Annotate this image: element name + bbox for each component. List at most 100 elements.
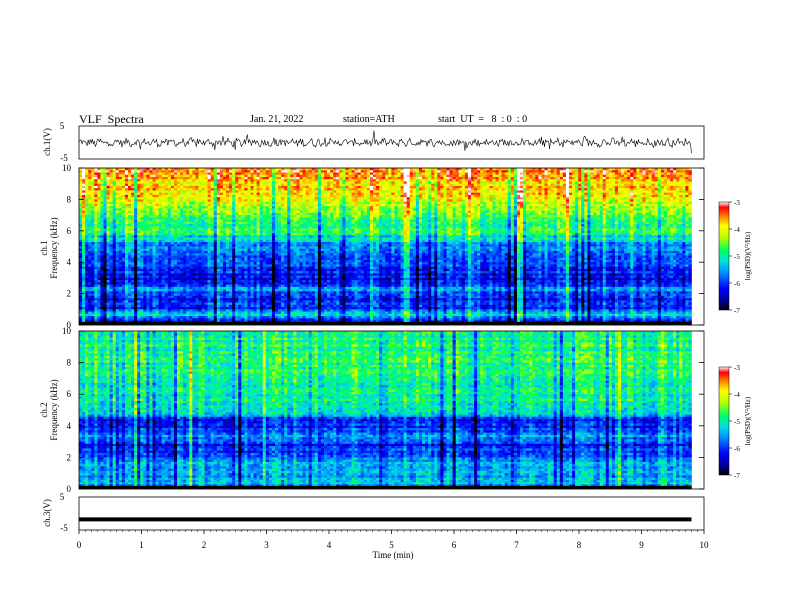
spectrogram-cell	[349, 215, 352, 218]
spectrogram-cell	[474, 197, 477, 200]
spectrogram-cell	[578, 188, 581, 191]
spectrogram-cell	[554, 172, 557, 175]
spectrogram-cell	[508, 172, 511, 175]
spectrogram-cell	[443, 202, 446, 205]
spectrogram-cell	[428, 188, 431, 191]
spectrogram-cell	[398, 222, 401, 225]
spectrogram-cell	[309, 199, 312, 202]
spectrogram-cell	[437, 175, 440, 178]
spectrogram-cell	[474, 177, 477, 180]
spectrogram-cell	[587, 204, 590, 207]
spectrogram-cell	[434, 204, 437, 207]
spectrogram-cell	[119, 186, 122, 189]
spectrogram-cell	[529, 177, 532, 180]
spectrogram-cell	[281, 179, 284, 182]
spectrogram-cell	[342, 211, 345, 214]
spectrogram-cell	[266, 206, 269, 209]
spectrogram-cell	[177, 177, 180, 180]
spectrogram-cell	[437, 213, 440, 216]
spectrogram-cell	[655, 181, 658, 184]
spectrogram-cell	[116, 188, 119, 191]
spectrogram-cell	[174, 202, 177, 205]
spectrogram-cell	[321, 199, 324, 202]
spectrogram-cell	[554, 195, 557, 198]
spectrogram-cell	[171, 188, 174, 191]
spectrogram-cell	[180, 211, 183, 214]
spectrogram-cell	[615, 197, 618, 200]
spectrogram-cell	[597, 204, 600, 207]
spectrogram-cell	[606, 193, 609, 196]
spectrogram-cell	[557, 204, 560, 207]
spectrogram-cell	[146, 170, 149, 173]
spectrogram-cell	[247, 175, 250, 178]
spectrogram-cell	[643, 197, 646, 200]
spectrogram-cell	[110, 220, 113, 223]
spectrogram-cell	[88, 181, 91, 184]
ch1-waveform-ylabel: ch.1(V)	[42, 128, 52, 156]
spectrogram-cell	[275, 181, 278, 184]
spectrogram-cell	[303, 215, 306, 218]
spectrogram-cell	[223, 177, 226, 180]
spectrogram-cell	[437, 195, 440, 198]
spectrogram-cell	[471, 190, 474, 193]
spectrogram-cell	[186, 197, 189, 200]
spectrogram-cell	[345, 197, 348, 200]
spectrogram-cell	[131, 177, 134, 180]
spectrogram-cell	[330, 202, 333, 205]
spectrogram-cell	[459, 193, 462, 196]
spectrogram-cell	[621, 170, 624, 173]
spectrogram-cell	[505, 193, 508, 196]
spectrogram-cell	[376, 199, 379, 202]
spectrogram-cell	[287, 202, 290, 205]
spectrogram-cell	[379, 179, 382, 182]
spectrogram-cell	[364, 170, 367, 173]
spectrogram-cell	[220, 220, 223, 223]
spectrogram-cell	[260, 211, 263, 214]
spectrogram-cell	[578, 186, 581, 189]
spectrogram-cell	[416, 175, 419, 178]
spectrogram-cell	[153, 197, 156, 200]
spectrogram-cell	[330, 193, 333, 196]
spectrogram-cell	[247, 222, 250, 225]
spectrogram-cell	[183, 172, 186, 175]
spectrogram-cell	[422, 186, 425, 189]
spectrogram-cell	[159, 188, 162, 191]
spectrogram-cell	[251, 220, 254, 223]
spectrogram-cell	[238, 175, 241, 178]
spectrogram-cell	[171, 179, 174, 182]
spectrogram-cell	[541, 213, 544, 216]
spectrogram-cell	[496, 188, 499, 191]
spectrogram-cell	[300, 211, 303, 214]
spectrogram-cell	[624, 199, 627, 202]
spectrogram-cell	[471, 220, 474, 223]
spectrogram-cell	[474, 179, 477, 182]
spectrogram-cell	[180, 206, 183, 209]
spectrogram-cell	[627, 175, 630, 178]
spectrogram-cell	[361, 208, 364, 211]
spectrogram-cell	[416, 179, 419, 182]
spectrogram-cell	[450, 213, 453, 216]
spectrogram-cell	[667, 204, 670, 207]
spectrogram-cell	[324, 217, 327, 220]
spectrogram-cell	[590, 179, 593, 182]
spectrogram-cell	[594, 208, 597, 211]
spectrogram-cell	[661, 188, 664, 191]
spectrogram-cell	[376, 186, 379, 189]
spectrogram-cell	[428, 172, 431, 175]
spectrogram-cell	[272, 186, 275, 189]
spectrogram-cell	[165, 177, 168, 180]
spectrogram-cell	[587, 222, 590, 225]
spectrogram-cell	[122, 186, 125, 189]
spectrogram-cell	[143, 197, 146, 200]
spectrogram-cell	[401, 181, 404, 184]
spectrogram-cell	[661, 211, 664, 214]
spectrogram-cell	[247, 170, 250, 173]
spectrogram-cell	[116, 186, 119, 189]
spectrogram-cell	[97, 181, 100, 184]
spectrogram-cell	[630, 215, 633, 218]
spectrogram-cell	[370, 220, 373, 223]
spectrogram-cell	[100, 188, 103, 191]
spectrogram-cell	[661, 190, 664, 193]
spectrogram-cell	[162, 195, 165, 198]
spectrogram-cell	[603, 170, 606, 173]
